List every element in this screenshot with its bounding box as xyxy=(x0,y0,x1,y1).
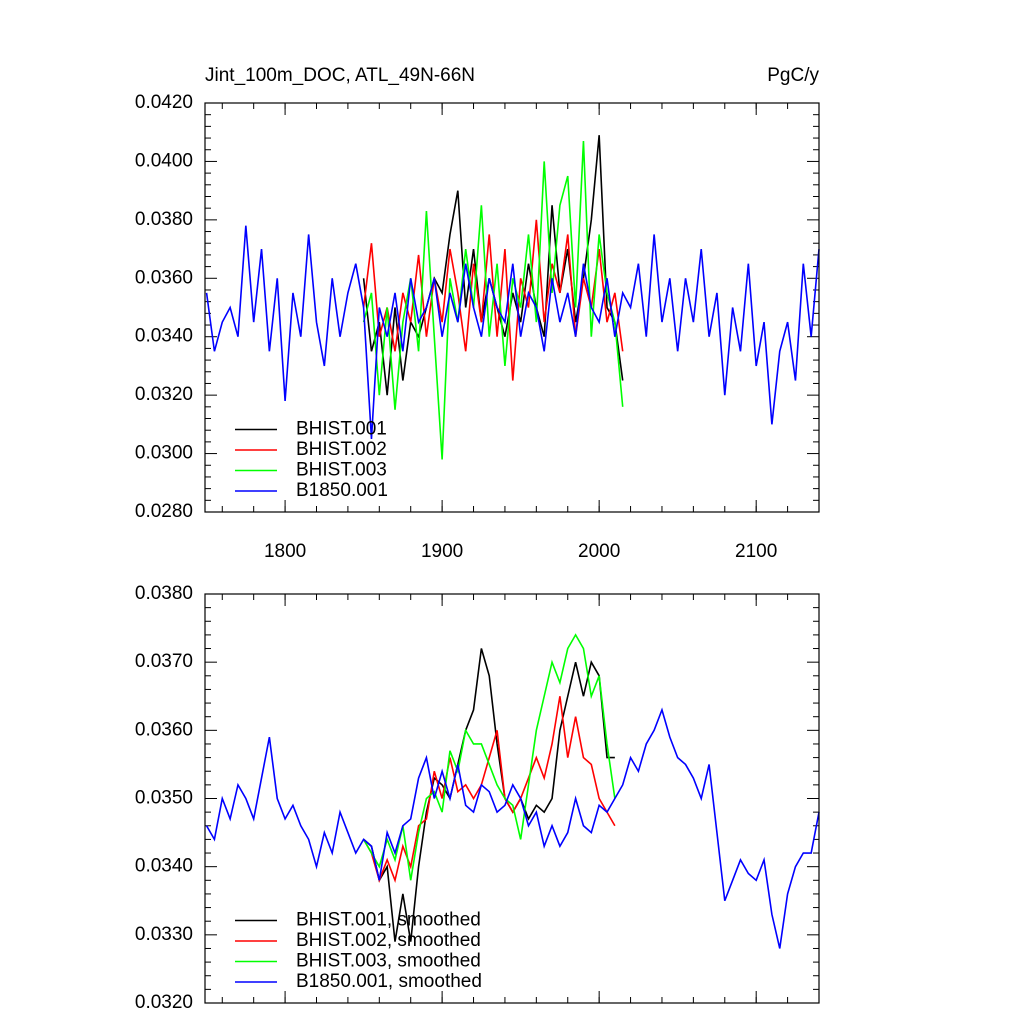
y-tick-label: 0.0400 xyxy=(135,150,193,171)
legend-label: BHIST.003, smoothed xyxy=(296,951,481,972)
y-tick-label: 0.0360 xyxy=(135,267,193,288)
legend-label: B1850.001 xyxy=(296,480,388,501)
legend-label: BHIST.002, smoothed xyxy=(296,930,481,951)
y-tick-label: 0.0340 xyxy=(135,856,193,877)
y-tick-label: 0.0330 xyxy=(135,924,193,945)
chart-title: Jint_100m_DOC, ATL_49N-66N xyxy=(205,65,475,86)
legend-label: BHIST.002 xyxy=(296,439,387,460)
series-line xyxy=(205,225,820,440)
legend-label: BHIST.003 xyxy=(296,460,387,481)
y-tick-label: 0.0280 xyxy=(135,501,193,522)
x-tick-label: 2100 xyxy=(735,541,777,562)
y-tick-label: 0.0320 xyxy=(135,992,193,1013)
y-tick-label: 0.0380 xyxy=(135,583,193,604)
y-tick-label: 0.0340 xyxy=(135,326,193,347)
y-tick-label: 0.0420 xyxy=(135,92,193,113)
y-tick-label: 0.0360 xyxy=(135,719,193,740)
y-tick-label: 0.0350 xyxy=(135,788,193,809)
x-tick-label: 1900 xyxy=(421,541,463,562)
units-label: PgC/y xyxy=(767,65,819,86)
plot-frame xyxy=(204,102,820,513)
x-tick-label: 1800 xyxy=(264,541,306,562)
series-line xyxy=(363,648,615,942)
series-line xyxy=(362,633,616,881)
legend-label: B1850.001, smoothed xyxy=(296,971,482,992)
plot-frame xyxy=(204,593,820,1004)
series-line xyxy=(362,140,624,460)
series-line xyxy=(362,696,616,884)
y-tick-label: 0.0300 xyxy=(135,443,193,464)
legend-label: BHIST.001, smoothed xyxy=(296,910,481,931)
legend-label: BHIST.001 xyxy=(296,419,387,440)
x-tick-label: 2000 xyxy=(578,541,620,562)
y-tick-label: 0.0380 xyxy=(135,209,193,230)
y-tick-label: 0.0320 xyxy=(135,384,193,405)
y-tick-label: 0.0370 xyxy=(135,651,193,672)
series-line xyxy=(205,707,820,949)
